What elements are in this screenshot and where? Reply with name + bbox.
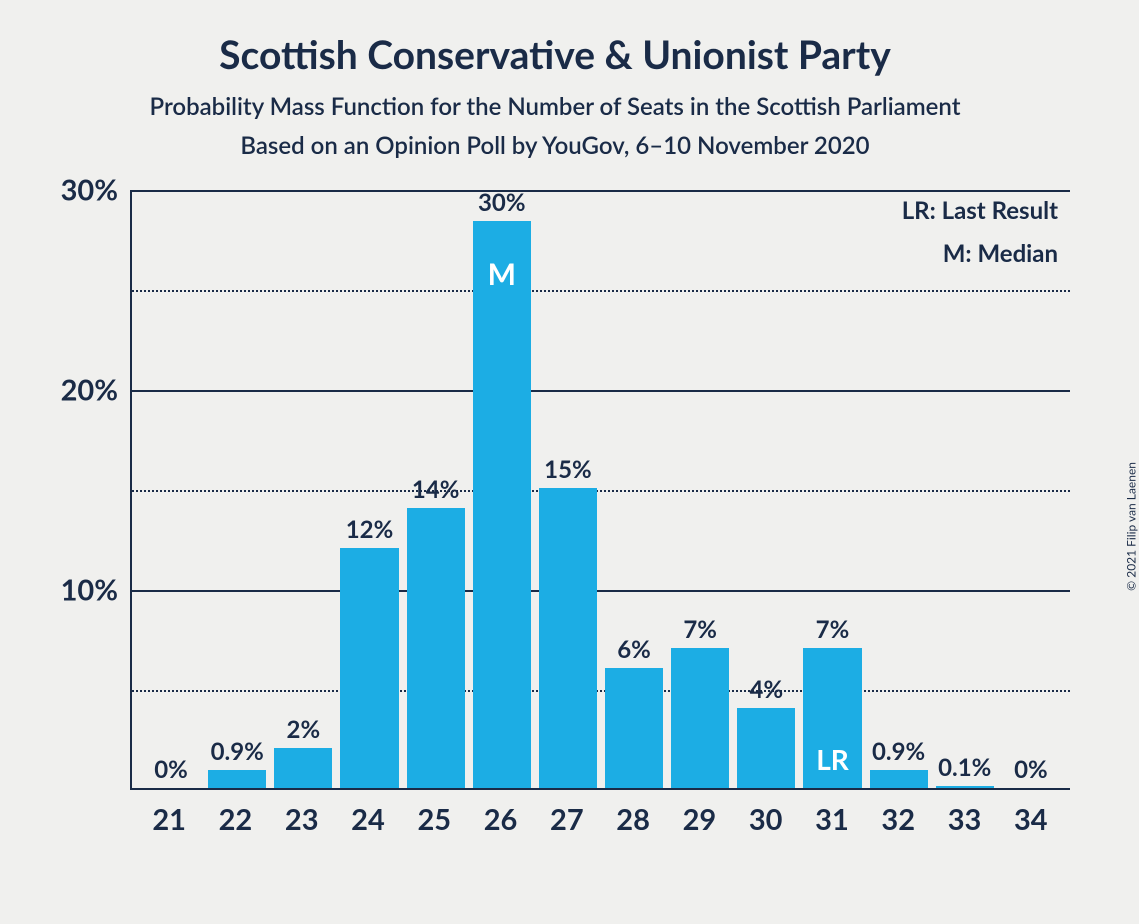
bar-value-label: 0.1%: [938, 753, 991, 782]
grid-area: 0% 0.9% 2% 12% 14% 30% M 15% 6% 7% 4% 7% LR 0.9% 0.1% 0…: [130, 190, 1070, 790]
bar: [870, 770, 928, 788]
bar-slot: 0%: [998, 188, 1064, 788]
last-result-annotation: LR: [816, 742, 849, 776]
bar-slot: 4%: [733, 188, 799, 788]
x-axis-label: 25: [401, 802, 467, 837]
bar-value-label: 0%: [154, 755, 188, 784]
bar-slot: 0%: [138, 188, 204, 788]
bar-slot: 7%: [667, 188, 733, 788]
bar: [274, 748, 332, 788]
x-axis-label: 33: [931, 802, 997, 837]
bar-value-label: 12%: [346, 515, 394, 544]
y-axis-label: 10%: [61, 573, 118, 608]
bar-slot: 6%: [601, 188, 667, 788]
bar-value-label: 30%: [478, 188, 526, 217]
bar-slot: 7% LR: [799, 188, 865, 788]
bar: [539, 488, 597, 788]
bar: [208, 770, 266, 788]
x-axis-label: 34: [998, 802, 1064, 837]
bar-value-label: 0.9%: [872, 737, 925, 766]
chart-subtitle-2: Based on an Opinion Poll by YouGov, 6–10…: [40, 131, 1070, 160]
y-axis-label: 30%: [61, 173, 118, 208]
y-axis-label: 20%: [61, 373, 118, 408]
x-axis-label: 22: [202, 802, 268, 837]
bar-value-label: 15%: [544, 455, 592, 484]
bar: [340, 548, 398, 788]
bar: LR: [803, 648, 861, 788]
bar-value-label: 6%: [617, 635, 651, 664]
x-axis-label: 26: [467, 802, 533, 837]
bar-value-label: 0%: [1014, 755, 1048, 784]
x-axis-label: 29: [666, 802, 732, 837]
x-axis-label: 23: [269, 802, 335, 837]
x-axis-label: 28: [600, 802, 666, 837]
chart-container: Scottish Conservative & Unionist Party P…: [0, 0, 1110, 924]
bar-slot: 15%: [535, 188, 601, 788]
x-axis-label: 27: [534, 802, 600, 837]
x-axis-labels: 2122232425262728293031323334: [130, 802, 1070, 837]
x-axis-label: 30: [733, 802, 799, 837]
chart-title: Scottish Conservative & Unionist Party: [40, 32, 1070, 78]
bar-slot: 0.1%: [932, 188, 998, 788]
copyright-text: © 2021 Filip van Laenen: [1124, 462, 1139, 591]
bar-value-label: 7%: [683, 615, 717, 644]
x-axis-label: 31: [799, 802, 865, 837]
bar-value-label: 4%: [750, 675, 784, 704]
bar: [737, 708, 795, 788]
bar-slot: 14%: [403, 188, 469, 788]
bar: [671, 648, 729, 788]
bar-slot: 0.9%: [866, 188, 932, 788]
plot-area: LR: Last Result M: Median 0%0.9%2%12%14%…: [130, 190, 1070, 840]
bar: M: [473, 221, 531, 788]
bar-slot: 0.9%: [204, 188, 270, 788]
bar-value-label: 7%: [816, 615, 850, 644]
bar-value-label: 2%: [287, 715, 321, 744]
bar: [936, 786, 994, 788]
bar: [605, 668, 663, 788]
bars-group: 0% 0.9% 2% 12% 14% 30% M 15% 6% 7% 4% 7% LR 0.9% 0.1% 0…: [132, 188, 1070, 788]
median-annotation: M: [488, 256, 516, 292]
x-axis-label: 32: [865, 802, 931, 837]
bar-value-label: 14%: [412, 475, 460, 504]
x-axis-label: 21: [136, 802, 202, 837]
bar-slot: 12%: [336, 188, 402, 788]
bar: [407, 508, 465, 788]
x-axis-label: 24: [335, 802, 401, 837]
chart-subtitle-1: Probability Mass Function for the Number…: [40, 92, 1070, 121]
bar-slot: 30% M: [469, 188, 535, 788]
bar-slot: 2%: [270, 188, 336, 788]
bar-value-label: 0.9%: [211, 737, 264, 766]
